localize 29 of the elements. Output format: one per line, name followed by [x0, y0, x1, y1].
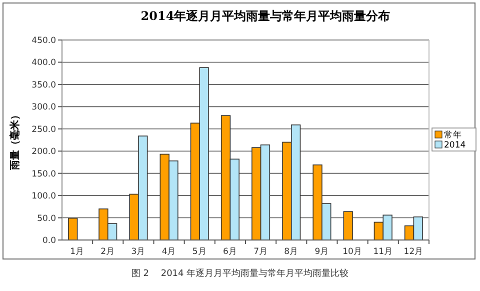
x-tick-label: 10月 [342, 247, 362, 257]
y-tick-label: 100.0 [32, 192, 56, 202]
chart-title: 2014年逐月月平均雨量与常年月平均雨量分布 [140, 9, 390, 23]
y-tick-label: 300.0 [32, 102, 56, 113]
x-tick-label: 12月 [404, 247, 424, 257]
legend-label: 2014 [444, 140, 466, 150]
x-tick-label: 7月 [254, 247, 268, 257]
y-tick-label: 200.0 [32, 147, 56, 158]
y-tick-label: 0.0 [42, 236, 56, 246]
caption: 图 2 2014 年逐月月平均雨量与常年月平均雨量比较 [131, 268, 349, 279]
y-axis-title: 雨量（毫米） [9, 110, 21, 171]
x-tick-label: 8月 [284, 247, 299, 257]
y-tick-label: 250.0 [32, 124, 56, 135]
y-tick-label: 50.0 [37, 214, 56, 224]
y-tick-label: 450.0 [32, 36, 56, 46]
x-tick-label: 3月 [131, 247, 146, 257]
x-tick-label: 2月 [100, 247, 116, 257]
y-tick-label: 350.0 [32, 80, 56, 90]
y-tick-label: 150.0 [32, 169, 56, 180]
legend-label: 常年 [444, 130, 462, 140]
x-tick-label: 4月 [162, 247, 176, 257]
bar [68, 218, 78, 240]
x-tick-label: 1月 [70, 247, 85, 257]
x-tick-label: 9月 [314, 247, 330, 257]
x-tick-label: 6月 [222, 247, 238, 257]
x-tick-label: 5月 [192, 247, 207, 257]
x-tick-label: 11月 [373, 247, 394, 257]
y-tick-label: 400.0 [32, 58, 56, 68]
bar [343, 211, 353, 240]
